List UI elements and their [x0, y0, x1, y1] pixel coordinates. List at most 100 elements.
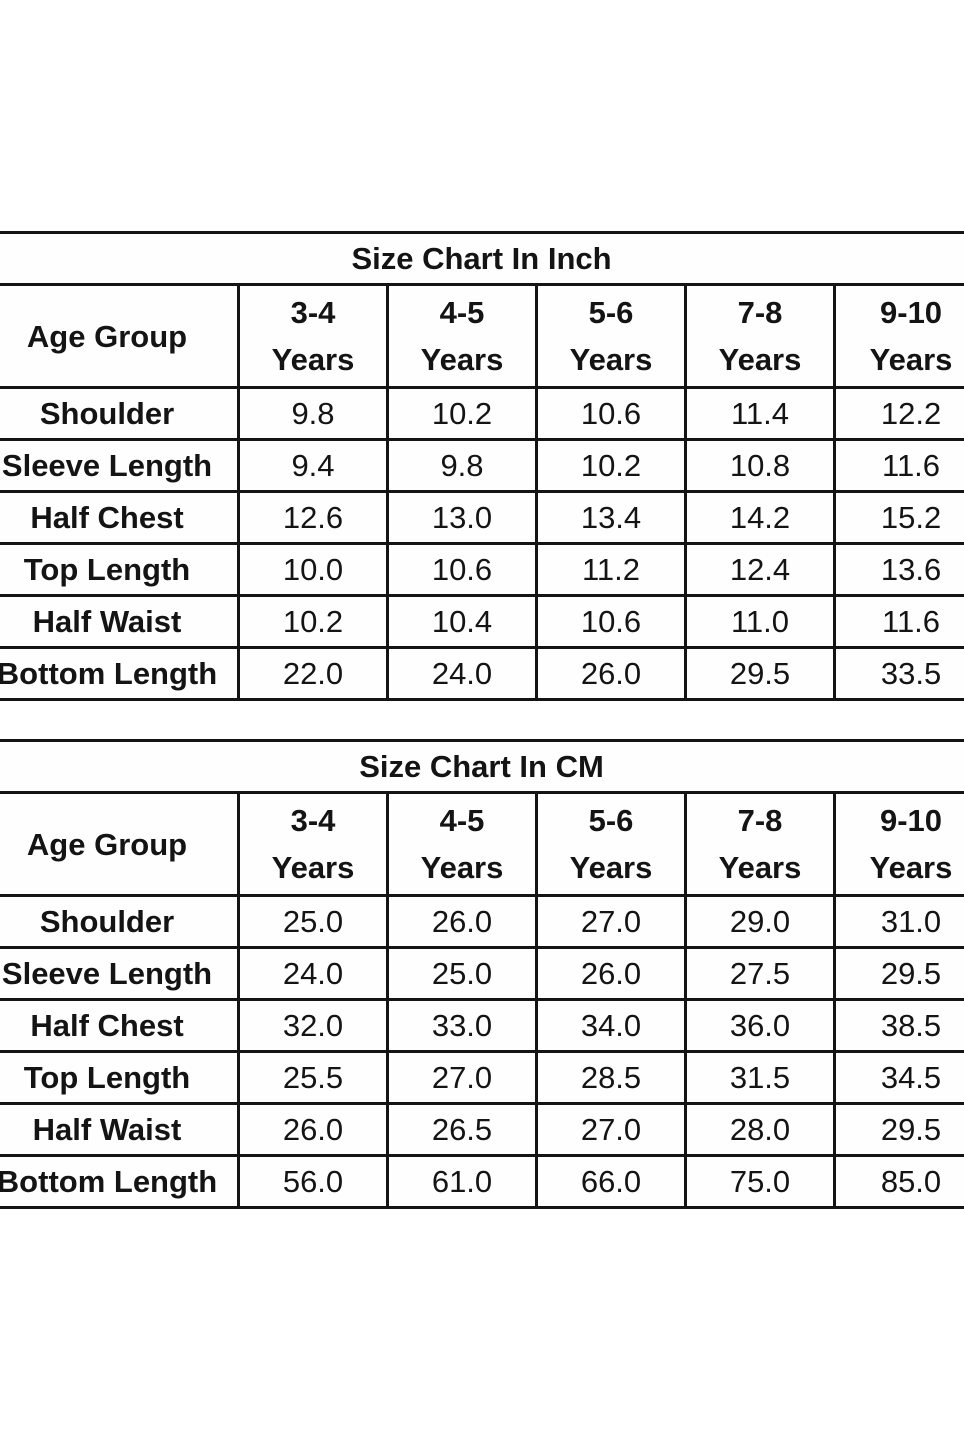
- measurement-value: 27.0: [386, 1050, 538, 1105]
- measurement-value: 36.0: [684, 998, 836, 1053]
- table-body: Shoulder 9.8 10.2 10.6 11.4 12.2 Sleeve Length…: [0, 386, 964, 701]
- measurement-value: 26.0: [386, 894, 538, 949]
- measurement-value: 33.0: [386, 998, 538, 1053]
- table-title: Size Chart In CM: [0, 739, 964, 794]
- measurement-value: 27.0: [535, 894, 687, 949]
- measurement-value: 10.6: [386, 542, 538, 597]
- measurement-row: Shoulder 9.8 10.2 10.6 11.4 12.2: [0, 386, 964, 441]
- age-group-header: Age Group: [0, 283, 240, 389]
- table-body: Shoulder 25.0 26.0 27.0 29.0 31.0 Sleeve Lengt…: [0, 894, 964, 1209]
- table-title: Size Chart In Inch: [0, 231, 964, 286]
- age-column-header-line: 7-8: [737, 803, 783, 838]
- measurement-label: Half Chest: [0, 998, 240, 1053]
- age-column-header-line: Years: [420, 850, 504, 885]
- measurement-value: 24.0: [386, 646, 538, 701]
- age-column-header-line: 9-10: [879, 803, 943, 838]
- age-column-header: 7-8 Years: [684, 791, 836, 897]
- measurement-value: 10.8: [684, 438, 836, 493]
- measurement-value: 10.6: [535, 386, 687, 441]
- measurement-value: 10.2: [386, 386, 538, 441]
- age-column-header: 9-10 Years: [832, 283, 964, 389]
- measurement-label: Bottom Length: [0, 1154, 240, 1209]
- age-column-header-line: Years: [869, 850, 953, 885]
- age-column-header-line: 4-5: [439, 803, 485, 838]
- measurement-value: 26.0: [237, 1102, 389, 1157]
- measurement-value: 34.5: [833, 1050, 964, 1105]
- measurement-label: Bottom Length: [0, 646, 240, 701]
- measurement-value: 10.2: [535, 438, 687, 493]
- measurement-value: 61.0: [386, 1154, 538, 1209]
- size-chart-inch-table: Size Chart In Inch Age Group 3-4 Years 4-5…: [0, 231, 964, 701]
- measurement-row: Half Chest 12.6 13.0 13.4 14.2 15.2: [0, 490, 964, 545]
- measurement-value: 12.2: [832, 386, 964, 441]
- measurement-value: 28.0: [684, 1102, 836, 1157]
- measurement-label: Half Waist: [0, 594, 240, 649]
- measurement-label: Shoulder: [0, 894, 240, 949]
- age-column-header: 5-6 Years: [535, 283, 687, 389]
- size-charts-container: Size Chart In Inch Age Group 3-4 Years 4-5…: [0, 231, 964, 1209]
- measurement-value: 29.5: [833, 946, 964, 1001]
- age-column-header-line: Years: [569, 850, 653, 885]
- measurement-value: 32.0: [237, 998, 389, 1053]
- measurement-label: Top Length: [0, 1050, 240, 1105]
- measurement-value: 9.4: [237, 438, 389, 493]
- measurement-value: 27.5: [684, 946, 836, 1001]
- age-column-header-line: 7-8: [737, 295, 783, 330]
- measurement-value: 29.0: [684, 894, 836, 949]
- measurement-row: Bottom Length 56.0 61.0 66.0 75.0 85.0: [0, 1154, 964, 1209]
- age-column-header-line: 3-4: [290, 295, 336, 330]
- table-header-row: Age Group 3-4 Years 4-5 Years 5-6 Years 7-8 Yea…: [0, 283, 964, 389]
- table-title-row: Size Chart In CM: [0, 739, 964, 794]
- measurement-value: 31.0: [833, 894, 964, 949]
- age-column-header: 4-5 Years: [386, 283, 538, 389]
- measurement-row: Sleeve Length 24.0 25.0 26.0 27.5 29.5: [0, 946, 964, 1001]
- table-header-row: Age Group 3-4 Years 4-5 Years 5-6 Years 7-8 Yea…: [0, 791, 964, 897]
- measurement-value: 28.5: [535, 1050, 687, 1105]
- measurement-value: 10.4: [386, 594, 538, 649]
- measurement-row: Top Length 10.0 10.6 11.2 12.4 13.6: [0, 542, 964, 597]
- age-column-header-line: 5-6: [588, 803, 634, 838]
- measurement-value: 10.6: [535, 594, 687, 649]
- measurement-row: Top Length 25.5 27.0 28.5 31.5 34.5: [0, 1050, 964, 1105]
- measurement-value: 9.8: [386, 438, 538, 493]
- measurement-value: 11.0: [684, 594, 836, 649]
- measurement-row: Shoulder 25.0 26.0 27.0 29.0 31.0: [0, 894, 964, 949]
- measurement-value: 13.6: [832, 542, 964, 597]
- age-column-header-line: 4-5: [439, 295, 485, 330]
- measurement-value: 33.5: [832, 646, 964, 701]
- age-column-header-line: Years: [569, 342, 653, 377]
- age-column-header-line: Years: [718, 850, 802, 885]
- measurement-row: Sleeve Length 9.4 9.8 10.2 10.8 11.6: [0, 438, 964, 493]
- measurement-value: 9.8: [237, 386, 389, 441]
- age-column-header: 5-6 Years: [535, 791, 687, 897]
- age-column-header: 3-4 Years: [237, 791, 389, 897]
- age-column-header-line: Years: [718, 342, 802, 377]
- measurement-value: 38.5: [833, 998, 964, 1053]
- measurement-label: Sleeve Length: [0, 946, 240, 1001]
- measurement-value: 56.0: [237, 1154, 389, 1209]
- age-column-header-line: Years: [869, 342, 953, 377]
- measurement-row: Bottom Length 22.0 24.0 26.0 29.5 33.5: [0, 646, 964, 701]
- measurement-value: 24.0: [237, 946, 389, 1001]
- age-column-header-line: 3-4: [290, 803, 336, 838]
- measurement-label: Shoulder: [0, 386, 240, 441]
- measurement-value: 12.6: [237, 490, 389, 545]
- measurement-value: 27.0: [535, 1102, 687, 1157]
- measurement-value: 14.2: [684, 490, 836, 545]
- measurement-value: 15.2: [832, 490, 964, 545]
- measurement-label: Sleeve Length: [0, 438, 240, 493]
- measurement-value: 25.0: [386, 946, 538, 1001]
- measurement-value: 29.5: [833, 1102, 964, 1157]
- measurement-value: 12.4: [684, 542, 836, 597]
- measurement-value: 11.2: [535, 542, 687, 597]
- measurement-value: 66.0: [535, 1154, 687, 1209]
- age-column-header-line: 5-6: [588, 295, 634, 330]
- measurement-value: 13.4: [535, 490, 687, 545]
- age-column-header-line: Years: [271, 342, 355, 377]
- measurement-value: 11.4: [684, 386, 836, 441]
- age-column-header: 7-8 Years: [684, 283, 836, 389]
- measurement-value: 13.0: [386, 490, 538, 545]
- age-column-header-line: Years: [271, 850, 355, 885]
- measurement-value: 26.0: [535, 646, 687, 701]
- age-column-header-line: 9-10: [880, 295, 943, 330]
